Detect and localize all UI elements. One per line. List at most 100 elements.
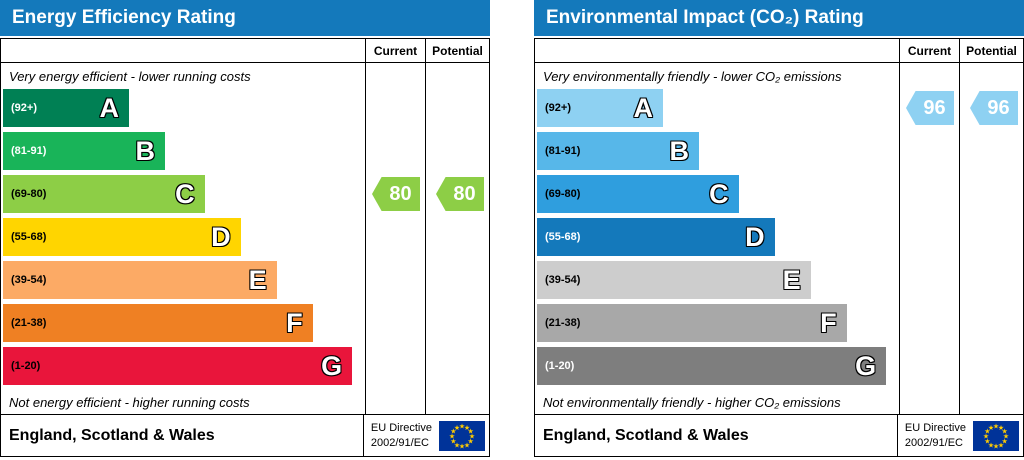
band-range-label: (39-54) xyxy=(545,274,581,286)
band-row-e: (39-54) E xyxy=(537,261,811,299)
region-label: England, Scotland & Wales xyxy=(9,426,215,444)
band-row-c: (69-80) C xyxy=(537,175,739,213)
eu-flag-icon: ★★★★★★★★★★★★ xyxy=(439,420,485,451)
rating-body: Very energy efficient - lower running co… xyxy=(1,63,489,414)
band-row-f: (21-38) F xyxy=(537,304,847,342)
eu-directive-line2: 2002/91/EC xyxy=(904,436,963,449)
band-range-label: (55-68) xyxy=(545,231,581,243)
current-rating-column: 80 xyxy=(365,63,425,414)
eu-directive-line1: EU Directive xyxy=(370,421,432,434)
band-letter: B xyxy=(135,135,156,166)
band-row-e: (39-54) E xyxy=(3,261,277,299)
potential-rating-arrow: 96 xyxy=(970,91,1018,125)
band-letter: F xyxy=(820,307,837,338)
svg-text:★: ★ xyxy=(993,422,999,430)
svg-text:★: ★ xyxy=(459,422,465,430)
band-letter: C xyxy=(709,178,729,209)
svg-text:★: ★ xyxy=(454,423,460,431)
band-letter: C xyxy=(175,178,195,209)
region-label: England, Scotland & Wales xyxy=(543,426,749,444)
svg-text:★: ★ xyxy=(988,423,994,431)
svg-text:★: ★ xyxy=(1002,437,1008,445)
band-letter: D xyxy=(745,221,765,252)
svg-text:★: ★ xyxy=(993,442,999,450)
svg-text:★: ★ xyxy=(468,437,474,445)
columns-header-spacer xyxy=(535,39,899,62)
band-range-label: (39-54) xyxy=(11,274,47,286)
current-rating-arrow: 96 xyxy=(906,91,954,125)
band-letter: A xyxy=(633,92,654,123)
svg-text:★: ★ xyxy=(464,441,470,449)
bands-list: (92+) A (81-91) B (69-80) C (55-68) xyxy=(537,89,897,390)
svg-text:★: ★ xyxy=(988,441,994,449)
current-rating-arrow: 80 xyxy=(372,177,420,211)
svg-text:★: ★ xyxy=(468,427,474,435)
band-range-label: (92+) xyxy=(11,102,37,114)
band-letter: G xyxy=(855,350,877,381)
chart-title: Environmental Impact (CO₂) Rating xyxy=(546,7,864,28)
eu-directive-block: EU Directive 2002/91/EC ★ ★ ★ ★ ★ ★ ★ ★ ★ ★ ★ ★ xyxy=(362,415,489,456)
eu-directive-block: EU Directive 2002/91/EC ★ ★ ★ ★ ★ ★ ★ ★ ★ ★ ★ ★ xyxy=(896,415,1023,456)
eu-directive-line2: 2002/91/EC xyxy=(370,436,429,449)
band-range-label: (81-91) xyxy=(11,145,47,157)
band-row-d: (55-68) D xyxy=(3,218,241,256)
columns-header-row: Current Potential xyxy=(535,39,1023,63)
band-letter: F xyxy=(286,307,303,338)
svg-text:★: ★ xyxy=(998,423,1004,431)
rating-table: Current Potential Very environmentally f… xyxy=(534,38,1024,457)
current-column-header: Current xyxy=(365,39,425,62)
svg-text:★: ★ xyxy=(459,442,465,450)
current-column-header: Current xyxy=(899,39,959,62)
columns-header-spacer xyxy=(1,39,365,62)
potential-rating-arrow: 80 xyxy=(436,177,484,211)
environmental-impact-header: Environmental Impact (CO₂) Rating xyxy=(534,0,1024,36)
band-letter: B xyxy=(669,135,690,166)
top-caption: Very energy efficient - lower running co… xyxy=(9,68,251,84)
band-row-c: (69-80) C xyxy=(3,175,205,213)
band-letter: D xyxy=(211,221,231,252)
bottom-caption: Not environmentally friendly - higher CO… xyxy=(543,394,841,410)
potential-column-header: Potential xyxy=(959,39,1023,62)
bands-area: Very energy efficient - lower running co… xyxy=(1,63,365,414)
rating-table: Current Potential Very energy efficient … xyxy=(0,38,490,457)
svg-text:★: ★ xyxy=(1003,432,1009,440)
band-row-g: (1-20) G xyxy=(537,347,887,385)
band-letter: G xyxy=(321,350,343,381)
potential-rating-column: 80 xyxy=(425,63,489,414)
band-range-label: (1-20) xyxy=(11,360,41,372)
columns-header-row: Current Potential xyxy=(1,39,489,63)
chart-footer: England, Scotland & Wales EU Directive 2… xyxy=(1,414,489,456)
band-row-b: (81-91) B xyxy=(537,132,699,170)
band-row-g: (1-20) G xyxy=(3,347,353,385)
svg-text:★: ★ xyxy=(1002,427,1008,435)
eu-flag-icon: ★★★★★★★★★★★★ xyxy=(973,420,1019,451)
current-rating-column: 96 xyxy=(899,63,959,414)
band-range-label: (21-38) xyxy=(545,317,581,329)
svg-text:★: ★ xyxy=(454,441,460,449)
band-letter: E xyxy=(782,264,801,295)
band-range-label: (81-91) xyxy=(545,145,581,157)
svg-text:★: ★ xyxy=(464,423,470,431)
svg-text:★: ★ xyxy=(449,432,455,440)
svg-text:★: ★ xyxy=(984,427,990,435)
top-caption: Very environmentally friendly - lower CO… xyxy=(543,68,842,84)
band-row-b: (81-91) B xyxy=(3,132,165,170)
band-row-f: (21-38) F xyxy=(3,304,313,342)
band-range-label: (21-38) xyxy=(11,317,47,329)
band-row-a: (92+) A xyxy=(537,89,663,127)
band-letter: E xyxy=(248,264,267,295)
band-range-label: (55-68) xyxy=(11,231,47,243)
band-letter: A xyxy=(99,92,120,123)
chart-footer: England, Scotland & Wales EU Directive 2… xyxy=(535,414,1023,456)
bands-area: Very environmentally friendly - lower CO… xyxy=(535,63,899,414)
svg-text:★: ★ xyxy=(998,441,1004,449)
rating-body: Very environmentally friendly - lower CO… xyxy=(535,63,1023,414)
chart-title: Energy Efficiency Rating xyxy=(12,7,236,28)
energy-efficiency-chart: Energy Efficiency Rating Current Potenti… xyxy=(0,0,490,457)
svg-text:★: ★ xyxy=(984,437,990,445)
energy-efficiency-header: Energy Efficiency Rating xyxy=(0,0,490,36)
band-row-a: (92+) A xyxy=(3,89,129,127)
band-range-label: (69-80) xyxy=(545,188,581,200)
svg-text:★: ★ xyxy=(469,432,475,440)
